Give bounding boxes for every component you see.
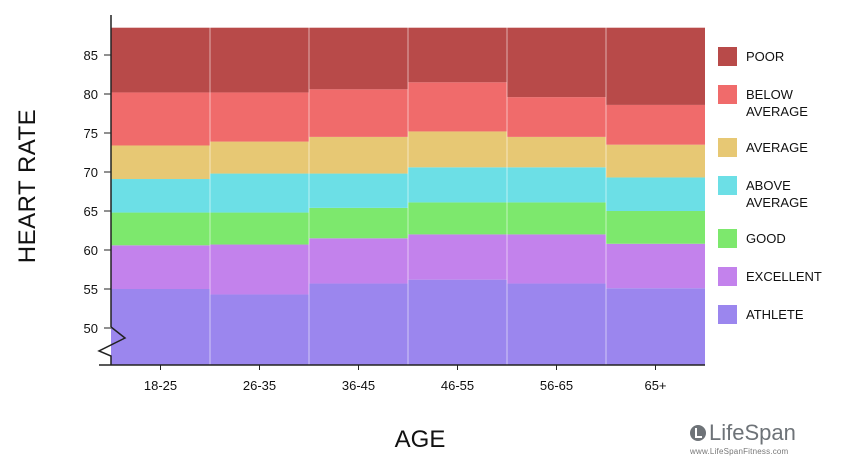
band-above-average-65+ <box>606 177 705 211</box>
band-above-average-46-55 <box>408 167 507 203</box>
band-excellent-26-35 <box>210 244 309 295</box>
band-good-56-65 <box>507 202 606 235</box>
band-above-average-56-65 <box>507 167 606 203</box>
legend-swatch <box>718 176 737 195</box>
band-poor-56-65 <box>507 27 606 98</box>
band-poor-46-55 <box>408 27 507 83</box>
x-tick-label: 65+ <box>644 378 666 393</box>
band-excellent-36-45 <box>309 238 408 284</box>
band-athlete-46-55 <box>408 279 507 365</box>
legend-swatch <box>718 47 737 66</box>
x-tick-label: 18-25 <box>144 378 177 393</box>
x-tick-label: 46-55 <box>441 378 474 393</box>
legend-swatch <box>718 138 737 157</box>
lifespan-logo-icon <box>690 425 706 441</box>
y-tick-label: 85 <box>84 48 98 63</box>
band-average-65+ <box>606 144 705 178</box>
band-below-average-46-55 <box>408 82 507 132</box>
band-below-average-36-45 <box>309 89 408 137</box>
band-above-average-18-25 <box>111 179 210 213</box>
band-poor-65+ <box>606 27 705 105</box>
brand-name: LifeSpan <box>709 420 796 445</box>
y-axis-label: HEART RATE <box>14 108 41 264</box>
band-poor-36-45 <box>309 27 408 90</box>
band-good-26-35 <box>210 212 309 245</box>
band-good-18-25 <box>111 212 210 246</box>
band-poor-18-25 <box>111 27 210 93</box>
band-excellent-65+ <box>606 243 705 289</box>
band-below-average-65+ <box>606 104 705 145</box>
x-tick-label: 26-35 <box>243 378 276 393</box>
band-athlete-36-45 <box>309 283 408 365</box>
legend-swatch <box>718 305 737 324</box>
band-good-46-55 <box>408 202 507 235</box>
y-tick-label: 60 <box>84 243 98 258</box>
lifespan-logo: LifeSpan <box>690 420 815 446</box>
band-below-average-26-35 <box>210 92 309 142</box>
band-average-36-45 <box>309 136 408 174</box>
legend-label: BELOW AVERAGE <box>746 87 808 119</box>
band-athlete-56-65 <box>507 283 606 365</box>
band-poor-26-35 <box>210 27 309 93</box>
legend-label: POOR <box>746 49 785 64</box>
legend-swatch <box>718 85 737 104</box>
y-tick-label: 55 <box>84 282 98 297</box>
band-above-average-26-35 <box>210 173 309 213</box>
brand-url: www.LifeSpanFitness.com <box>690 447 789 456</box>
legend-label: ABOVE AVERAGE <box>746 178 808 210</box>
y-tick-label: 80 <box>84 87 98 102</box>
band-average-46-55 <box>408 131 507 168</box>
legend-label: ATHLETE <box>746 307 804 322</box>
band-excellent-18-25 <box>111 245 210 289</box>
band-athlete-18-25 <box>111 289 210 365</box>
band-athlete-26-35 <box>210 294 309 365</box>
legend-label: EXCELLENT <box>746 269 822 284</box>
x-tick-label: 36-45 <box>342 378 375 393</box>
y-tick-label: 65 <box>84 204 98 219</box>
band-average-56-65 <box>507 136 606 168</box>
band-average-26-35 <box>210 141 309 174</box>
legend-swatch <box>718 229 737 248</box>
band-good-36-45 <box>309 207 408 239</box>
band-good-65+ <box>606 211 705 244</box>
legend-swatch <box>718 267 737 286</box>
legend-label: GOOD <box>746 231 786 246</box>
band-above-average-36-45 <box>309 173 408 208</box>
legend-label: AVERAGE <box>746 140 808 155</box>
band-excellent-46-55 <box>408 234 507 280</box>
band-below-average-56-65 <box>507 97 606 137</box>
brand: LifeSpan www.LifeSpanFitness.com <box>690 420 815 456</box>
axis-break-mark <box>97 326 127 365</box>
x-tick-label: 56-65 <box>540 378 573 393</box>
band-average-18-25 <box>111 145 210 180</box>
y-tick-label: 50 <box>84 321 98 336</box>
y-tick-label: 75 <box>84 126 98 141</box>
x-axis-label: AGE <box>394 426 446 453</box>
y-tick-label: 70 <box>84 165 98 180</box>
band-excellent-56-65 <box>507 234 606 284</box>
band-athlete-65+ <box>606 288 705 365</box>
band-below-average-18-25 <box>111 92 210 146</box>
